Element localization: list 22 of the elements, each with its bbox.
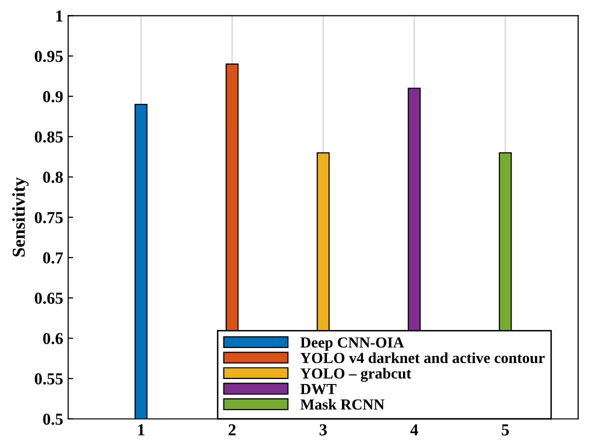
legend-label: YOLO – grabcut	[300, 368, 412, 382]
x-tick-label: 1	[138, 424, 144, 436]
legend-label: Deep CNN-OIA	[300, 337, 404, 351]
y-tick-label: 0.9	[43, 91, 63, 102]
y-tick-label: 0.8	[43, 172, 63, 183]
y-tick-label: 0.95	[34, 50, 63, 62]
x-tick-label: 3	[320, 424, 327, 436]
y-tick-label: 0.6	[43, 332, 63, 344]
y-axis-title: Sensitivity	[12, 177, 29, 256]
y-tick-label: 0.7	[43, 252, 63, 264]
x-tick-label: 5	[502, 424, 509, 436]
legend-label: DWT	[300, 384, 336, 394]
y-tick-label: 0.75	[34, 212, 63, 224]
y-tick-label: 1	[56, 10, 62, 22]
y-tick-label: 0.5	[43, 414, 63, 425]
y-tick-label: 0.55	[34, 373, 63, 385]
x-tick-label: 2	[228, 424, 236, 436]
x-tick-label: 4	[410, 424, 418, 436]
legend-label: YOLO v4 darknet and active contour	[300, 352, 545, 364]
y-tick-label: 0.85	[34, 131, 63, 143]
legend-label: Mask RCNN	[300, 398, 384, 410]
y-tick-label: 0.65	[34, 292, 63, 304]
